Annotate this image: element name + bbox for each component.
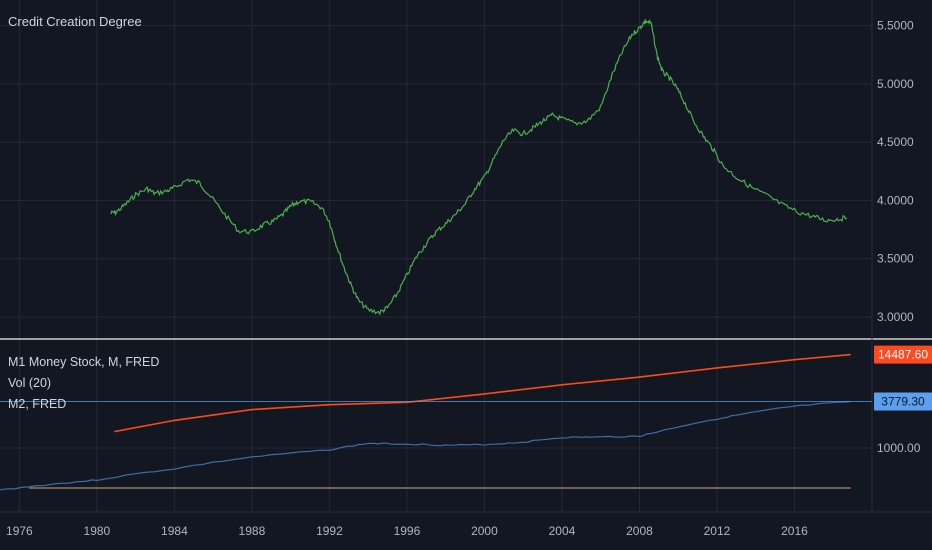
m1-line[interactable] bbox=[0, 400, 851, 491]
x-tick-label: 2004 bbox=[549, 524, 576, 538]
x-tick-label: 1984 bbox=[161, 524, 188, 538]
y-tick-label: 5.0000 bbox=[877, 77, 914, 91]
m2-last-value-badge: 14487.60 bbox=[878, 348, 928, 362]
m1-last-value-badge-bg bbox=[874, 392, 932, 411]
x-tick-label: 2016 bbox=[781, 524, 808, 538]
x-tick-label: 1988 bbox=[239, 524, 266, 538]
y-tick-label: 3.5000 bbox=[877, 252, 914, 266]
y-tick-label: 4.5000 bbox=[877, 135, 914, 149]
legend-vol[interactable]: Vol (20) bbox=[8, 376, 52, 390]
lower-pane-legend: M1 Money Stock, M, FRED Vol (20) M2, FRE… bbox=[8, 352, 159, 415]
credit-creation-line[interactable] bbox=[110, 18, 848, 316]
x-tick-label: 2000 bbox=[471, 524, 498, 538]
legend-m2[interactable]: M2, FRED bbox=[8, 397, 67, 411]
x-tick-label: 1996 bbox=[394, 524, 421, 538]
m2-line[interactable] bbox=[114, 353, 851, 433]
y-tick-label: 1000.00 bbox=[877, 441, 921, 455]
y-tick-label: 4.0000 bbox=[877, 193, 914, 207]
x-tick-label: 2012 bbox=[704, 524, 731, 538]
x-tick-label: 1992 bbox=[316, 524, 343, 538]
y-tick-label: 5.5000 bbox=[877, 19, 914, 33]
x-tick-label: 1976 bbox=[6, 524, 33, 538]
m2-last-value-badge-bg bbox=[874, 345, 932, 364]
y-tick-label: 3.0000 bbox=[877, 310, 914, 324]
x-tick-label: 2008 bbox=[626, 524, 653, 538]
legend-m1[interactable]: M1 Money Stock, M, FRED bbox=[8, 355, 160, 369]
x-tick-label: 1980 bbox=[84, 524, 111, 538]
chart-title: Credit Creation Degree bbox=[8, 14, 142, 29]
m1-last-value-badge: 3779.30 bbox=[881, 395, 925, 409]
